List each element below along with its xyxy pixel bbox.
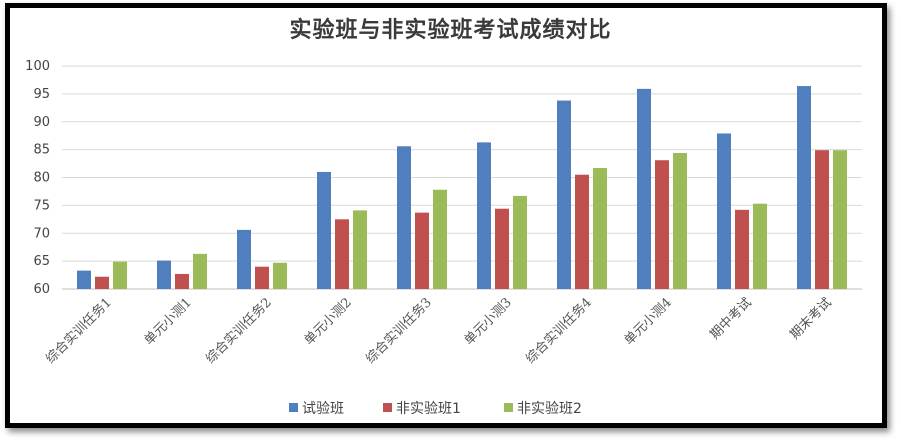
bar <box>175 273 189 289</box>
y-tick-label: 70 <box>33 226 50 241</box>
x-tick-label: 综合实训任务1 <box>43 295 115 367</box>
bar <box>317 171 331 289</box>
x-tick-label: 综合实训任务3 <box>363 295 435 367</box>
bar <box>273 262 287 289</box>
x-tick-label: 综合实训任务4 <box>523 295 595 367</box>
x-tick-label: 综合实训任务2 <box>203 295 275 367</box>
bar <box>717 133 731 289</box>
bar <box>673 152 687 289</box>
y-tick-label: 90 <box>33 115 50 130</box>
bar <box>513 195 527 289</box>
legend-label: 非实验班2 <box>517 401 582 417</box>
bar <box>193 253 207 289</box>
legend-swatch <box>289 403 298 412</box>
bar <box>433 189 447 289</box>
bar <box>113 261 127 289</box>
bar <box>157 260 171 289</box>
legend-label: 试验班 <box>302 401 344 417</box>
y-tick-label: 75 <box>33 198 50 213</box>
bars <box>77 86 847 289</box>
bar <box>477 142 491 289</box>
bar <box>353 210 367 289</box>
bar <box>95 276 109 289</box>
bar <box>415 212 429 289</box>
bar <box>655 160 669 289</box>
x-tick-label: 期中考试 <box>707 295 754 342</box>
bar <box>255 266 269 289</box>
legend-swatch <box>504 403 513 412</box>
bar <box>797 86 811 289</box>
y-tick-label: 85 <box>33 143 50 158</box>
x-tick-label: 单元小测2 <box>302 295 355 348</box>
bar <box>335 219 349 289</box>
bar <box>557 100 571 289</box>
x-axis: 综合实训任务1 单元小测1 综合实训任务2 单元小测2 综合实训任务3 单元小测3 综合实训… <box>43 295 835 367</box>
bar <box>575 174 589 289</box>
y-axis: 60 65 70 75 80 85 90 95 100 <box>25 59 50 297</box>
y-tick-label: 95 <box>33 87 50 102</box>
bar <box>495 208 509 289</box>
bar <box>753 203 767 289</box>
x-tick-label: 期末考试 <box>787 295 834 342</box>
chart-title: 实验班与非实验班考试成绩对比 <box>289 17 612 43</box>
y-tick-label: 100 <box>25 59 50 74</box>
legend-swatch <box>383 403 392 412</box>
bar <box>77 270 91 289</box>
bar <box>237 229 251 289</box>
x-tick-label: 单元小测4 <box>622 295 675 348</box>
bar <box>815 150 829 289</box>
bar <box>833 150 847 289</box>
bar <box>735 209 749 289</box>
legend-label: 非实验班1 <box>396 401 461 417</box>
y-tick-label: 60 <box>33 282 50 297</box>
x-tick-label: 单元小测3 <box>462 295 515 348</box>
bar <box>397 146 411 289</box>
y-tick-label: 65 <box>33 254 50 269</box>
x-tick-label: 单元小测1 <box>142 295 195 348</box>
bar <box>637 88 651 289</box>
legend: 试验班 非实验班1 非实验班2 <box>289 401 582 417</box>
y-tick-label: 80 <box>33 171 50 186</box>
bar <box>593 168 607 289</box>
